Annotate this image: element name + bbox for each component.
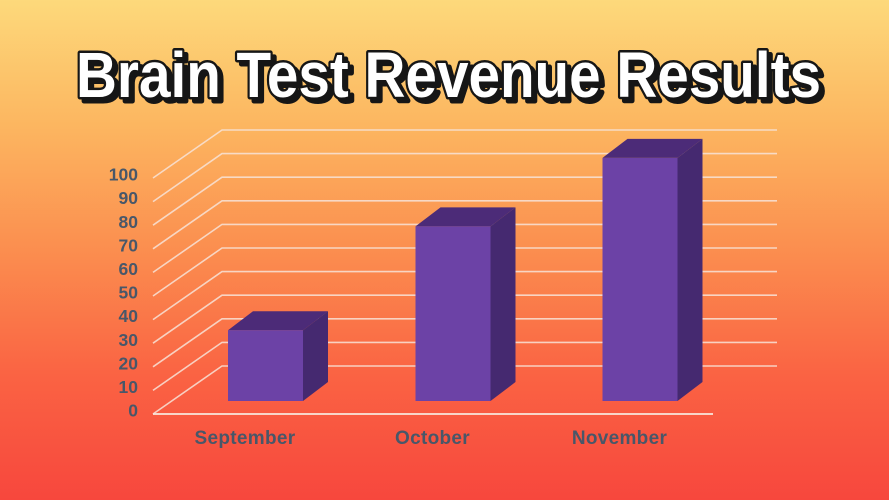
bar-front-face (228, 330, 303, 401)
gridline (152, 223, 777, 274)
y-axis-tick-label: 20 (119, 353, 139, 373)
gridline (152, 341, 777, 392)
gridline (152, 365, 777, 415)
gridline (152, 200, 777, 250)
bar-front-face (602, 157, 678, 401)
bar-column-september: September (195, 311, 328, 449)
chart-title-shadow: Brain Test Revenue Results (80, 43, 825, 115)
gridline (152, 152, 777, 203)
bar-top-face (415, 207, 516, 227)
y-axis-tick-label: 10 (119, 377, 139, 397)
y-axis-tick-label: 50 (119, 283, 139, 303)
y-axis-tick-label: 30 (119, 330, 139, 350)
bar-side-face (303, 311, 328, 401)
x-category-label: September (195, 428, 296, 449)
gridline (152, 247, 777, 297)
bar-column-october: October (395, 207, 516, 449)
y-axis-tick-label: 70 (119, 235, 139, 255)
y-axis-tick-label: 100 (109, 165, 138, 185)
x-category-label: October (395, 428, 470, 449)
gridline (152, 129, 777, 179)
chart-title: Brain Test Revenue Results (76, 39, 821, 111)
bar-column-november: November (572, 138, 703, 449)
x-category-label: November (572, 428, 668, 449)
gridline (152, 176, 777, 226)
bar-top-face (228, 311, 328, 331)
bar-top-face (602, 138, 703, 158)
y-axis-tick-label: 40 (119, 306, 139, 326)
y-axis-tick-label: 90 (119, 188, 139, 208)
bar-front-face (415, 226, 491, 401)
bar-side-face (490, 207, 516, 401)
y-axis-tick-label: 60 (119, 259, 139, 279)
gridlines-and-yaxis: 0 10 20 30 40 50 60 70 80 90 100 (109, 129, 777, 421)
gridline (152, 270, 777, 321)
gridline (152, 294, 777, 344)
gridline (152, 317, 777, 368)
bar-side-face (677, 138, 703, 402)
y-axis-tick-label: 80 (119, 212, 139, 232)
y-axis-tick-label: 0 (128, 401, 138, 421)
